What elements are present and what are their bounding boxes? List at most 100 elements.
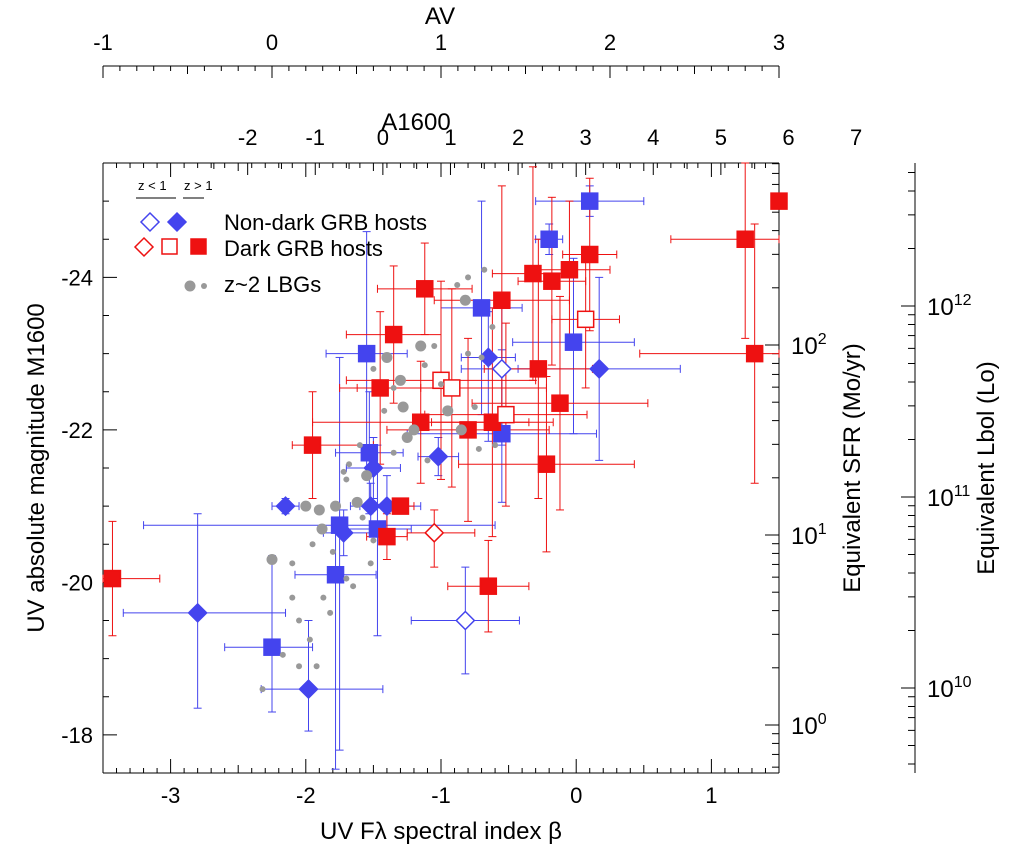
square-point bbox=[443, 379, 461, 397]
a1600-tick-label: 6 bbox=[782, 125, 794, 150]
lbg-point bbox=[465, 350, 472, 357]
diamond-point bbox=[424, 522, 445, 543]
av-tick-label: 0 bbox=[266, 30, 278, 55]
legend-dark-open-square bbox=[161, 238, 178, 255]
lbg-point bbox=[478, 354, 485, 361]
lbg-point bbox=[279, 651, 286, 658]
legend-dark-filled-square bbox=[190, 238, 207, 255]
square-point bbox=[560, 261, 579, 279]
lbg-point bbox=[442, 405, 454, 417]
lbg-point bbox=[346, 461, 353, 468]
lbg-point bbox=[343, 575, 350, 582]
lbg-point bbox=[327, 609, 334, 616]
lbg-point bbox=[289, 560, 296, 567]
diamond-point bbox=[298, 679, 319, 700]
square-point bbox=[551, 394, 569, 412]
square-point bbox=[378, 527, 396, 546]
sfr-tick-exponent: 2 bbox=[818, 331, 827, 348]
lbol-tick-exponent: 11 bbox=[954, 483, 971, 500]
legend-lbg-label: z~2 LBGs bbox=[224, 272, 321, 297]
y-tick-label: -24 bbox=[61, 265, 93, 290]
lbg-point bbox=[356, 442, 363, 449]
diamond-point bbox=[187, 602, 208, 623]
lbg-point bbox=[300, 500, 312, 512]
y-axis-label: UV absolute magnitude M1600 bbox=[23, 303, 50, 633]
lbg-point bbox=[489, 323, 496, 330]
lbg-point bbox=[266, 554, 278, 565]
lbg-point bbox=[454, 282, 461, 288]
lbg-point bbox=[438, 381, 444, 388]
a1600-tick-label: 5 bbox=[715, 125, 727, 150]
y-tick-label: -18 bbox=[61, 723, 93, 748]
square-point bbox=[770, 192, 788, 210]
a1600-tick-label: 3 bbox=[580, 125, 592, 150]
lbg-point bbox=[397, 401, 409, 413]
x-tick-label: 0 bbox=[570, 783, 582, 808]
lbg-point bbox=[481, 266, 488, 273]
diamond-point bbox=[333, 522, 354, 543]
square-point bbox=[524, 264, 542, 283]
lbol-axis-label: Equivalent Lbol (Lo) bbox=[973, 361, 1000, 574]
sfr-tick-exponent: 0 bbox=[818, 711, 827, 728]
diamond-point bbox=[491, 358, 512, 379]
av-tick-label: 1 bbox=[435, 30, 447, 55]
a1600-axis-label: A1600 bbox=[381, 109, 450, 136]
diamond-point bbox=[360, 496, 381, 517]
lbg-point bbox=[313, 504, 325, 516]
sfr-tick-label: 100 bbox=[791, 711, 827, 740]
a1600-tick-label: 1 bbox=[444, 125, 456, 150]
legend-nondark-filled-diamond bbox=[166, 211, 188, 233]
legend-dark-open-diamond bbox=[133, 236, 155, 258]
lbol-tick-label: 1011 bbox=[927, 483, 970, 512]
av-tick-label: 3 bbox=[773, 30, 785, 55]
lbg-point bbox=[424, 457, 431, 464]
square-point bbox=[537, 455, 556, 473]
legend-header-z-lt1: z < 1 bbox=[138, 178, 167, 193]
square-point bbox=[326, 566, 345, 584]
y-tick-label: -22 bbox=[61, 418, 93, 443]
square-point bbox=[580, 245, 599, 264]
square-point bbox=[103, 569, 122, 588]
square-point bbox=[391, 497, 410, 515]
x-tick-label: -3 bbox=[161, 783, 181, 808]
lbg-point bbox=[361, 470, 373, 482]
lbg-point bbox=[343, 476, 350, 483]
lbg-point bbox=[296, 663, 303, 670]
square-point bbox=[497, 405, 515, 424]
lbg-point bbox=[350, 583, 357, 590]
square-point bbox=[736, 230, 754, 248]
diamond-point bbox=[478, 347, 499, 368]
diamond-point bbox=[455, 610, 476, 631]
lbg-point bbox=[359, 514, 366, 521]
x-tick-label: -1 bbox=[431, 783, 451, 808]
sfr-tick-label: 101 bbox=[791, 521, 827, 550]
square-point bbox=[580, 192, 599, 210]
lbg-point bbox=[370, 365, 377, 372]
square-point bbox=[303, 436, 322, 454]
lbg-point bbox=[415, 340, 427, 352]
lbg-point bbox=[330, 500, 342, 512]
square-point bbox=[416, 280, 434, 298]
av-tick-label: -1 bbox=[93, 30, 113, 55]
lbg-point bbox=[313, 663, 320, 670]
square-point bbox=[564, 333, 583, 351]
lbg-point bbox=[390, 384, 397, 391]
x-tick-label: 1 bbox=[705, 783, 717, 808]
lbol-tick-label: 1012 bbox=[927, 292, 972, 321]
lbg-point bbox=[381, 351, 393, 363]
plot-axes: -3 -2 -1 0 1UV Fλ spectral index β-18-20-22-… bbox=[23, 3, 1000, 845]
lbg-point bbox=[381, 407, 388, 414]
lbg-point bbox=[492, 442, 499, 449]
lbg-point bbox=[401, 432, 413, 443]
lbg-point bbox=[367, 560, 374, 567]
data-markers bbox=[103, 192, 788, 700]
lbg-point bbox=[259, 686, 266, 693]
square-point bbox=[472, 299, 491, 317]
av-tick-label: 2 bbox=[604, 30, 616, 55]
a1600-tick-label: -1 bbox=[305, 125, 325, 150]
av-axis-label: AV bbox=[425, 3, 455, 30]
lbg-point bbox=[408, 424, 420, 436]
square-point bbox=[529, 360, 548, 378]
